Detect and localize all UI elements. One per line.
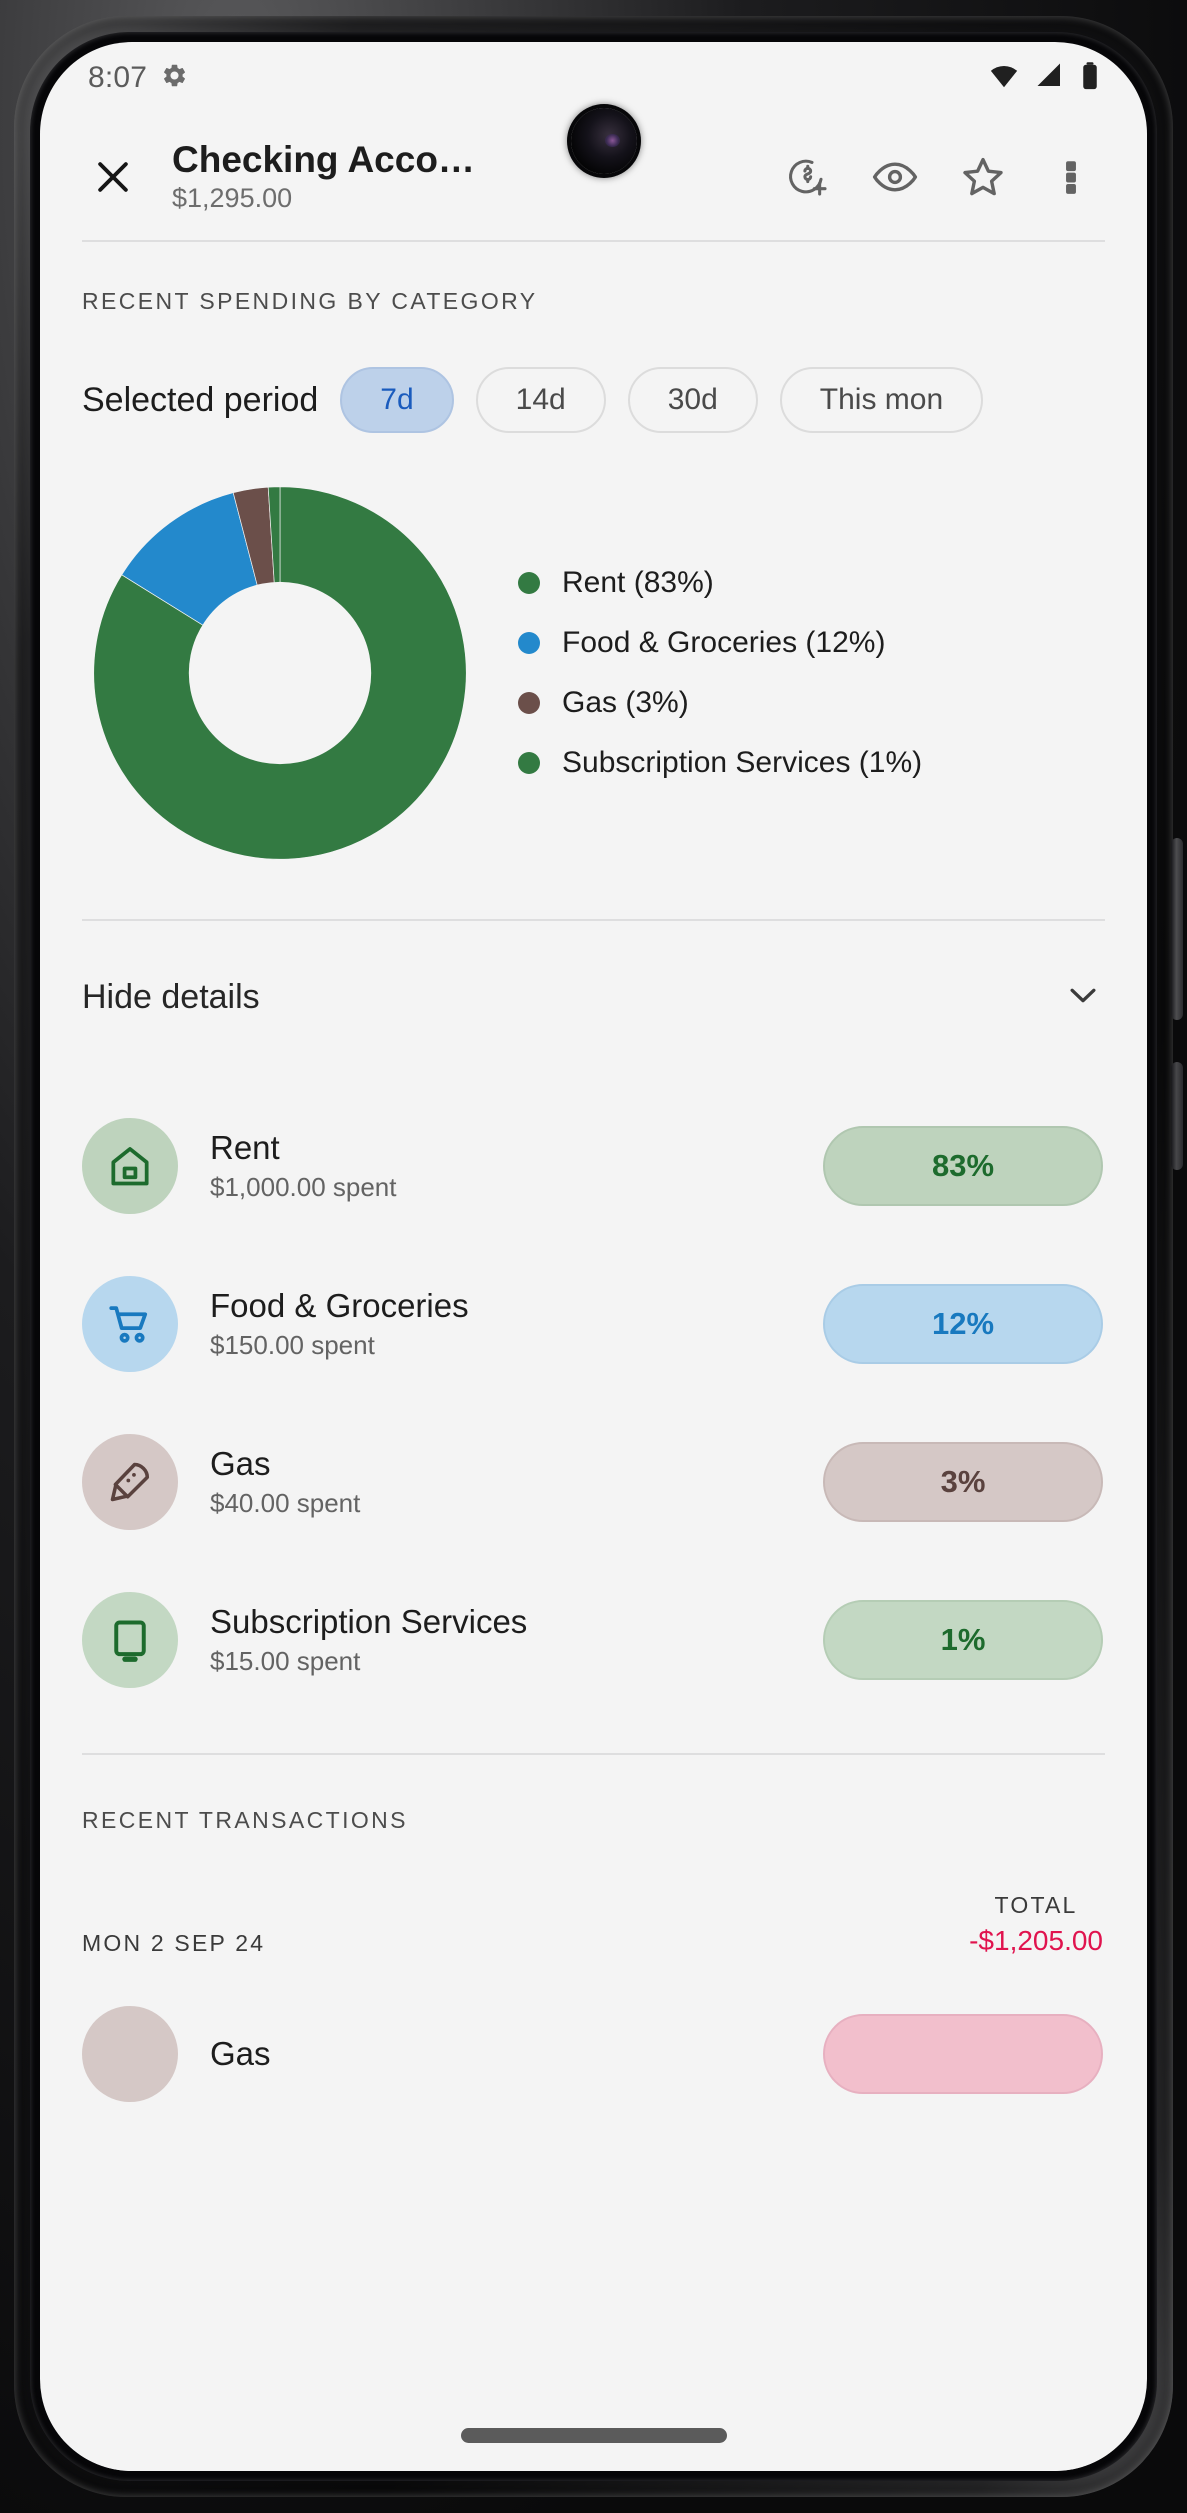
main-content: Recent spending by category Selected per… bbox=[40, 242, 1147, 2129]
transactions-total-label: Total bbox=[994, 1892, 1078, 1918]
category-avatar-rent bbox=[82, 1118, 178, 1214]
app-bar-titles: Checking Acco… $1,295.00 bbox=[172, 140, 490, 214]
transaction-name-gas: Gas bbox=[210, 2035, 271, 2072]
transactions-date: Mon 2 Sep 24 bbox=[82, 1930, 266, 1956]
spending-section-caption: Recent spending by category bbox=[82, 288, 538, 314]
page-title: Checking Acco… bbox=[172, 140, 475, 181]
chevron-down-icon bbox=[1063, 975, 1103, 1020]
account-balance: $1,295.00 bbox=[172, 183, 293, 214]
status-bar-left: 8:07 bbox=[88, 61, 188, 95]
category-texts-rent: Rent $1,000.00 spent bbox=[210, 1128, 823, 1202]
phone-screen: 8:07 bbox=[40, 42, 1147, 2471]
more-vert-icon[interactable] bbox=[1031, 137, 1111, 217]
category-percent-badge-subscription-services: 1% bbox=[823, 1600, 1103, 1680]
gear-icon bbox=[161, 62, 188, 94]
category-texts-gas: Gas $40.00 spent bbox=[210, 1444, 823, 1518]
category-name-gas: Gas bbox=[210, 1444, 271, 1482]
status-bar-right bbox=[989, 61, 1099, 96]
star-icon[interactable] bbox=[943, 137, 1023, 217]
spending-chart-legend: Rent (83%) Food & Groceries (12%) Gas (3… bbox=[518, 553, 1147, 793]
category-avatar-food-groceries bbox=[82, 1276, 178, 1372]
transactions-total-block: Total -$1,205.00 bbox=[969, 1892, 1103, 1957]
legend-label-gas: Gas (3%) bbox=[562, 686, 689, 719]
app-bar: Checking Acco… $1,295.00 bbox=[40, 114, 1147, 240]
transactions-date-header: Mon 2 Sep 24 Total -$1,205.00 bbox=[40, 1892, 1147, 1957]
legend-item-subscription-services: Subscription Services (1%) bbox=[518, 733, 1147, 793]
spending-chart-row: Rent (83%) Food & Groceries (12%) Gas (3… bbox=[40, 479, 1147, 867]
legend-item-rent: Rent (83%) bbox=[518, 553, 1147, 613]
transactions-section-divider bbox=[82, 1753, 1105, 1755]
legend-dot-rent bbox=[518, 572, 540, 594]
category-name-food-groceries: Food & Groceries bbox=[210, 1286, 469, 1324]
legend-item-food-groceries: Food & Groceries (12%) bbox=[518, 613, 1147, 673]
transaction-row[interactable]: Gas bbox=[40, 1979, 1147, 2129]
legend-label-food-groceries: Food & Groceries (12%) bbox=[562, 626, 886, 659]
category-texts-food-groceries: Food & Groceries $150.00 spent bbox=[210, 1286, 823, 1360]
period-chip-30d[interactable]: 30d bbox=[627, 367, 758, 433]
legend-item-gas: Gas (3%) bbox=[518, 673, 1147, 733]
close-button[interactable] bbox=[76, 140, 150, 214]
hide-details-label: Hide details bbox=[82, 977, 260, 1016]
category-amount-food-groceries: $150.00 spent bbox=[210, 1329, 375, 1360]
category-percent-badge-food-groceries: 12% bbox=[823, 1284, 1103, 1364]
status-bar: 8:07 bbox=[40, 42, 1147, 114]
volume-button[interactable] bbox=[1171, 1062, 1183, 1170]
chart-section-divider bbox=[82, 919, 1105, 921]
transaction-amount-badge bbox=[823, 2014, 1103, 2094]
signal-icon bbox=[1035, 61, 1065, 96]
shopping-cart-icon bbox=[109, 1306, 148, 1343]
front-camera-punch-hole bbox=[571, 108, 637, 174]
app-bar-divider bbox=[82, 240, 1105, 242]
add-money-icon[interactable] bbox=[767, 137, 847, 217]
legend-label-subscription-services: Subscription Services (1%) bbox=[562, 746, 923, 779]
legend-label-rent: Rent (83%) bbox=[562, 566, 714, 599]
donut-svg bbox=[93, 486, 467, 860]
category-amount-rent: $1,000.00 spent bbox=[210, 1171, 397, 1202]
period-chip-this-month[interactable]: This mon bbox=[779, 367, 984, 433]
hide-details-toggle[interactable]: Hide details bbox=[40, 931, 1147, 1063]
status-bar-clock: 8:07 bbox=[88, 61, 148, 94]
period-chip-14d[interactable]: 14d bbox=[475, 367, 606, 433]
wifi-icon bbox=[989, 61, 1019, 96]
category-texts-subscription-services: Subscription Services $15.00 spent bbox=[210, 1602, 823, 1676]
transactions-total-value: -$1,205.00 bbox=[969, 1925, 1103, 1956]
transactions-section-caption: Recent transactions bbox=[82, 1807, 408, 1833]
power-button[interactable] bbox=[1171, 838, 1183, 1020]
spending-donut-chart bbox=[86, 479, 474, 867]
app-bar-actions bbox=[767, 137, 1111, 217]
category-amount-subscription-services: $15.00 spent bbox=[210, 1645, 361, 1676]
monitor-icon bbox=[114, 1620, 146, 1662]
legend-dot-gas bbox=[518, 692, 540, 714]
category-amount-gas: $40.00 spent bbox=[210, 1487, 361, 1518]
category-list: Rent $1,000.00 spent 83% Food & bbox=[40, 1087, 1147, 1719]
house-icon bbox=[111, 1147, 149, 1186]
category-row-rent[interactable]: Rent $1,000.00 spent 83% bbox=[40, 1087, 1147, 1245]
transaction-avatar-gas bbox=[82, 2006, 178, 2102]
eye-icon[interactable] bbox=[855, 137, 935, 217]
category-avatar-subscription-services bbox=[82, 1592, 178, 1688]
category-row-gas[interactable]: Gas $40.00 spent 3% bbox=[40, 1403, 1147, 1561]
screen-bottom-fade bbox=[40, 2415, 1147, 2471]
battery-icon bbox=[1081, 61, 1099, 96]
category-row-food-groceries[interactable]: Food & Groceries $150.00 spent 12% bbox=[40, 1245, 1147, 1403]
period-chip-7d[interactable]: 7d bbox=[340, 367, 454, 433]
category-avatar-gas bbox=[82, 1434, 178, 1530]
legend-dot-subscription-services bbox=[518, 752, 540, 774]
category-name-rent: Rent bbox=[210, 1128, 280, 1166]
category-row-subscription-services[interactable]: Subscription Services $15.00 spent 1% bbox=[40, 1561, 1147, 1719]
category-name-subscription-services: Subscription Services bbox=[210, 1602, 528, 1640]
period-selector-label: Selected period bbox=[82, 380, 319, 419]
category-percent-badge-gas: 3% bbox=[823, 1442, 1103, 1522]
category-percent-badge-rent: 83% bbox=[823, 1126, 1103, 1206]
legend-dot-food-groceries bbox=[518, 632, 540, 654]
rocket-icon bbox=[110, 1462, 150, 1502]
period-selector: Selected period 7d 14d 30d This mon bbox=[40, 367, 1147, 433]
gesture-navigation-bar[interactable] bbox=[460, 2428, 727, 2443]
